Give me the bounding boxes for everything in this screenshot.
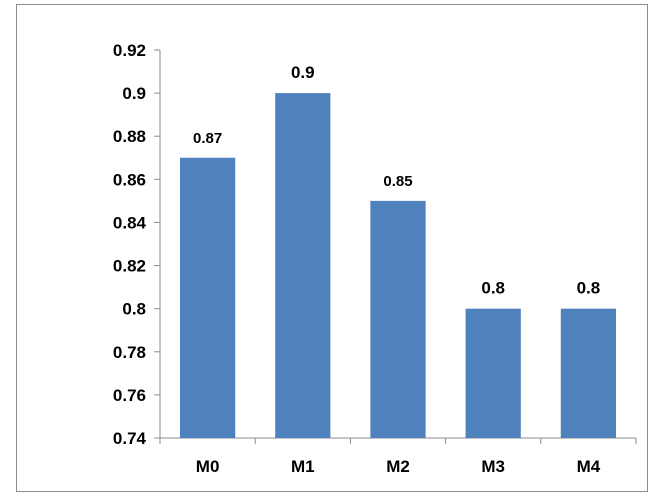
y-tick-label: 0.86 <box>113 170 146 189</box>
bar-m0 <box>179 157 236 438</box>
x-tick-label: M0 <box>196 457 220 476</box>
y-tick-label: 0.92 <box>113 41 146 60</box>
x-axis: M0 M1 M2 M3 M4 <box>159 437 637 476</box>
y-tick-label: 0.84 <box>113 213 147 232</box>
y-tick-label: 0.76 <box>113 386 146 405</box>
data-label: 0.8 <box>481 279 505 298</box>
x-tick-label: M2 <box>386 457 410 476</box>
data-label: 0.8 <box>577 279 601 298</box>
data-labels: 0.87 0.9 0.85 0.8 0.8 <box>193 63 600 298</box>
y-tick-label: 0.78 <box>113 343 146 362</box>
y-tick-label: 0.82 <box>113 257 146 276</box>
x-tick-label: M4 <box>577 457 601 476</box>
data-label: 0.85 <box>383 173 412 190</box>
bar-m4 <box>560 308 617 438</box>
x-tick-label: M1 <box>291 457 315 476</box>
data-label: 0.9 <box>291 63 315 82</box>
y-axis: 0.74 0.76 0.78 0.8 0.82 0.84 0.86 0.88 0.9 0.92 <box>113 41 161 448</box>
x-tick-label: M3 <box>481 457 505 476</box>
y-tick-label: 0.9 <box>122 84 146 103</box>
bar-m3 <box>465 308 521 438</box>
bars <box>179 93 617 438</box>
bar-m1 <box>275 93 331 438</box>
y-tick-label: 0.74 <box>113 429 147 448</box>
bar-m2 <box>370 200 426 438</box>
chart-frame <box>16 4 648 492</box>
y-tick-label: 0.88 <box>113 127 146 146</box>
data-label: 0.87 <box>193 130 222 147</box>
y-tick-label: 0.8 <box>122 300 146 319</box>
